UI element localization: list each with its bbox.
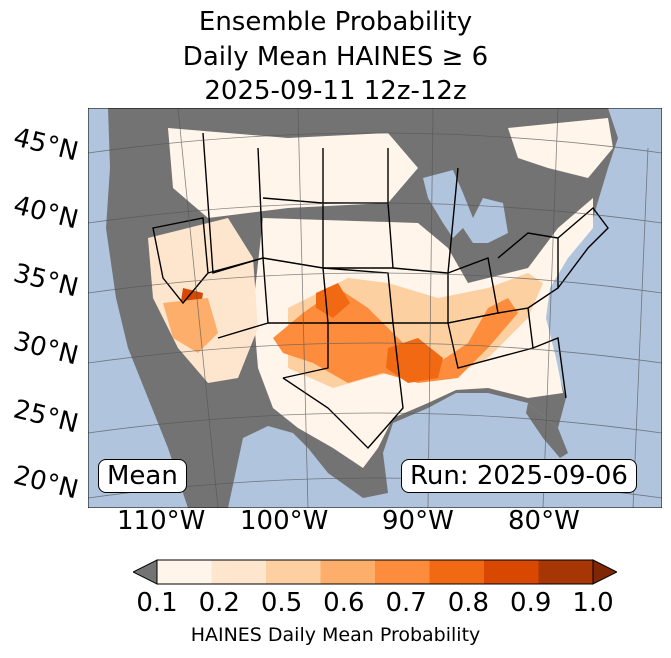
colorbar-tick-label: 0.6 xyxy=(323,588,365,618)
lat-label-30: 30°N xyxy=(10,326,82,372)
title-line-3: 2025-09-11 12z-12z xyxy=(204,76,467,106)
colorbar-cells xyxy=(157,560,594,584)
colorbar-cell xyxy=(484,560,539,584)
prob-peak-arkansas xyxy=(386,338,443,383)
colorbar-cell xyxy=(211,560,267,584)
colorbar-label: HAINES Daily Mean Probability xyxy=(190,624,481,646)
lat-label-20: 20°N xyxy=(10,460,82,506)
colorbar-tick-label: 0.5 xyxy=(260,588,303,618)
lat-label-25: 25°N xyxy=(10,394,82,440)
land-light-north xyxy=(168,128,418,218)
colorbar-tick-label: 0.7 xyxy=(385,588,427,618)
colorbar xyxy=(133,559,617,585)
mean-label: Mean xyxy=(98,459,187,493)
lakes xyxy=(423,170,508,243)
lon-label-110: 110°W xyxy=(117,506,206,536)
title-line-2: Daily Mean HAINES ≥ 6 xyxy=(182,42,489,72)
lon-label-100: 100°W xyxy=(240,506,329,536)
colorbar-cell xyxy=(157,560,212,584)
state-boundaries xyxy=(152,132,609,450)
colorbar-tick-label: 0.2 xyxy=(198,588,240,618)
run-label: Run: 2025-09-06 xyxy=(401,459,637,493)
prob-west-patch xyxy=(163,298,218,353)
colorbar-under-arrow xyxy=(133,559,158,585)
colorbar-tick-label: 0.1 xyxy=(136,588,178,618)
lat-label-40: 40°N xyxy=(10,190,82,236)
florida xyxy=(526,403,568,458)
colorbar-cell xyxy=(538,560,594,584)
lat-label-35: 35°N xyxy=(10,258,82,304)
title-line-1: Ensemble Probability xyxy=(198,7,473,37)
colorbar-cell xyxy=(320,560,376,584)
colorbar-tick-label: 0.8 xyxy=(447,588,490,618)
probability-map xyxy=(88,108,662,508)
lat-label-45: 45°N xyxy=(10,122,82,168)
land-light-northeast xyxy=(508,118,613,178)
colorbar-tick-label: 0.9 xyxy=(510,588,552,618)
colorbar-cell xyxy=(375,560,430,584)
colorbar-over-arrow xyxy=(592,559,617,585)
lon-label-90: 90°W xyxy=(382,506,454,536)
lon-label-80: 80°W xyxy=(508,506,580,536)
colorbar-cell xyxy=(429,560,485,584)
colorbar-cell xyxy=(266,560,321,584)
colorbar-tick-label: 1.0 xyxy=(572,588,614,618)
